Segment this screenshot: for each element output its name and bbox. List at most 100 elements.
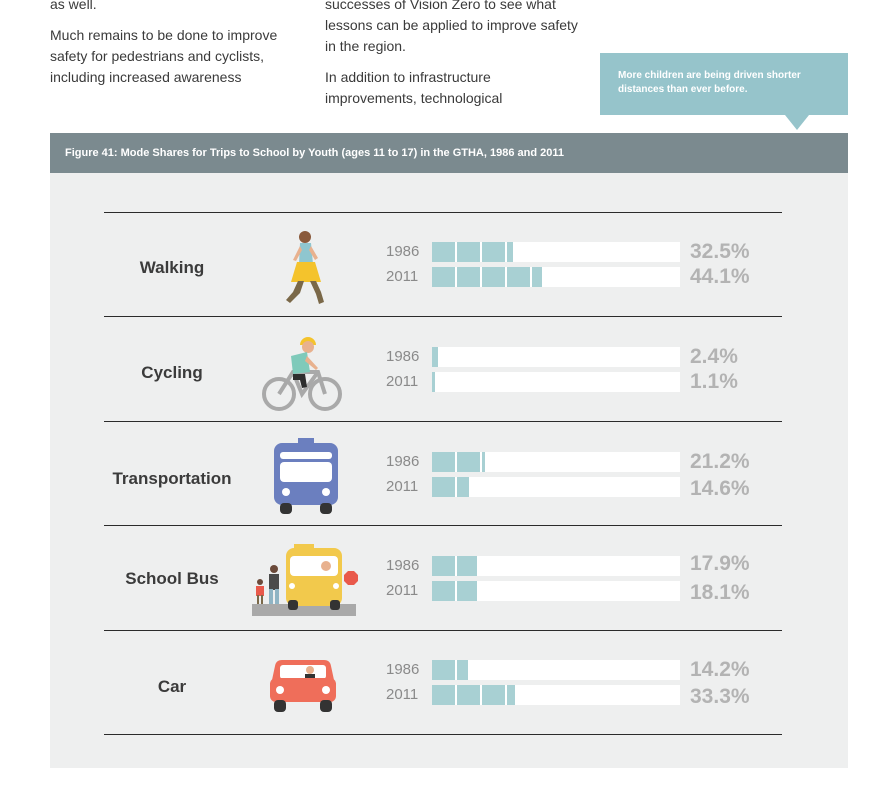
transit-bus-icon (274, 438, 338, 514)
percent-1986-school-bus: 17.9% (690, 552, 750, 575)
bar-segment (532, 660, 555, 680)
bar-segment (482, 372, 505, 392)
bar-segment (582, 477, 605, 497)
body-text-left: as well. Much remains to be done to impr… (50, 0, 300, 88)
bar-segment (632, 581, 655, 601)
paragraph: In addition to infrastructure improvemen… (325, 69, 503, 106)
mode-label-walking: Walking (139, 258, 205, 277)
percent-2011-car: 33.3% (690, 685, 750, 708)
bar-divider (655, 685, 657, 705)
bar-divider (630, 242, 632, 262)
bar-segment (607, 685, 630, 705)
bar-divider (555, 685, 557, 705)
bar-segment (482, 452, 505, 472)
year-label: 1986 (386, 243, 420, 260)
bar-segment (557, 372, 580, 392)
bar-divider (455, 477, 457, 497)
bar-divider (630, 556, 632, 576)
bar-segment (532, 556, 555, 576)
bar-divider (505, 347, 507, 367)
bar-divider (555, 267, 557, 287)
bar-divider (455, 267, 457, 287)
bar-segment (607, 267, 630, 287)
bar-segment (657, 581, 680, 601)
bar-segment (582, 452, 605, 472)
bar-divider (655, 347, 657, 367)
body-text-right: successes of Vision Zero to see what les… (325, 0, 580, 109)
row-divider (104, 421, 782, 422)
bar-divider (455, 242, 457, 262)
bar-divider (480, 556, 482, 576)
bar-1986-walking (432, 242, 682, 262)
bar-divider (530, 452, 532, 472)
bar-segment (557, 685, 580, 705)
bar-segment (657, 347, 680, 367)
bar-divider (655, 477, 657, 497)
bar-segment (632, 660, 655, 680)
bar-divider (655, 372, 657, 392)
percent-2011-walking: 44.1% (690, 265, 750, 288)
bar-divider (455, 452, 457, 472)
bar-segment (607, 556, 630, 576)
callout-text: More children are being driven shorter d… (618, 70, 801, 95)
bar-fill (432, 685, 516, 705)
figure-header: Figure 41: Mode Shares for Trips to Scho… (50, 133, 848, 173)
bar-divider (530, 242, 532, 262)
bar-segment (557, 581, 580, 601)
bar-segment (457, 372, 480, 392)
bar-segment (607, 347, 630, 367)
bar-divider (480, 685, 482, 705)
bar-divider (630, 372, 632, 392)
percent-2011-transportation: 14.6% (690, 477, 750, 500)
bar-segment (507, 452, 530, 472)
bar-divider (580, 660, 582, 680)
bar-divider (480, 581, 482, 601)
bar-divider (655, 452, 657, 472)
bar-divider (530, 660, 532, 680)
bar-segment (482, 556, 505, 576)
bar-segment (657, 452, 680, 472)
bar-divider (505, 267, 507, 287)
walking-person-icon (286, 231, 324, 304)
bar-fill (432, 452, 485, 472)
year-label: 2011 (386, 478, 419, 495)
mode-label-cycling: Cycling (141, 363, 203, 382)
bar-segment (557, 477, 580, 497)
bar-segment (457, 347, 480, 367)
bar-segment (607, 372, 630, 392)
year-label: 1986 (386, 348, 420, 365)
bar-divider (630, 452, 632, 472)
bar-segment (507, 556, 530, 576)
bar-segment (657, 242, 680, 262)
bar-segment (557, 267, 580, 287)
bar-divider (605, 581, 607, 601)
bar-segment (632, 477, 655, 497)
bar-divider (530, 556, 532, 576)
bar-divider (605, 372, 607, 392)
bar-divider (630, 267, 632, 287)
bar-divider (505, 581, 507, 601)
paragraph: as well. (50, 0, 97, 12)
bar-divider (605, 347, 607, 367)
paragraph: Much remains to be done to improve safet… (50, 27, 278, 85)
row-divider (104, 212, 782, 213)
bar-divider (480, 452, 482, 472)
car-icon (270, 660, 336, 712)
bar-segment (557, 556, 580, 576)
bar-divider (630, 347, 632, 367)
bar-divider (480, 267, 482, 287)
bar-1986-school-bus (432, 556, 682, 576)
bar-segment (532, 477, 555, 497)
bar-1986-car (432, 660, 682, 680)
bar-divider (630, 581, 632, 601)
bar-segment (632, 556, 655, 576)
bar-divider (455, 372, 457, 392)
bar-divider (655, 556, 657, 576)
bar-divider (605, 242, 607, 262)
bar-divider (605, 660, 607, 680)
bar-segment (607, 242, 630, 262)
percent-1986-cycling: 2.4% (690, 345, 738, 368)
bar-segment (632, 685, 655, 705)
bar-segment (632, 372, 655, 392)
bar-divider (455, 556, 457, 576)
